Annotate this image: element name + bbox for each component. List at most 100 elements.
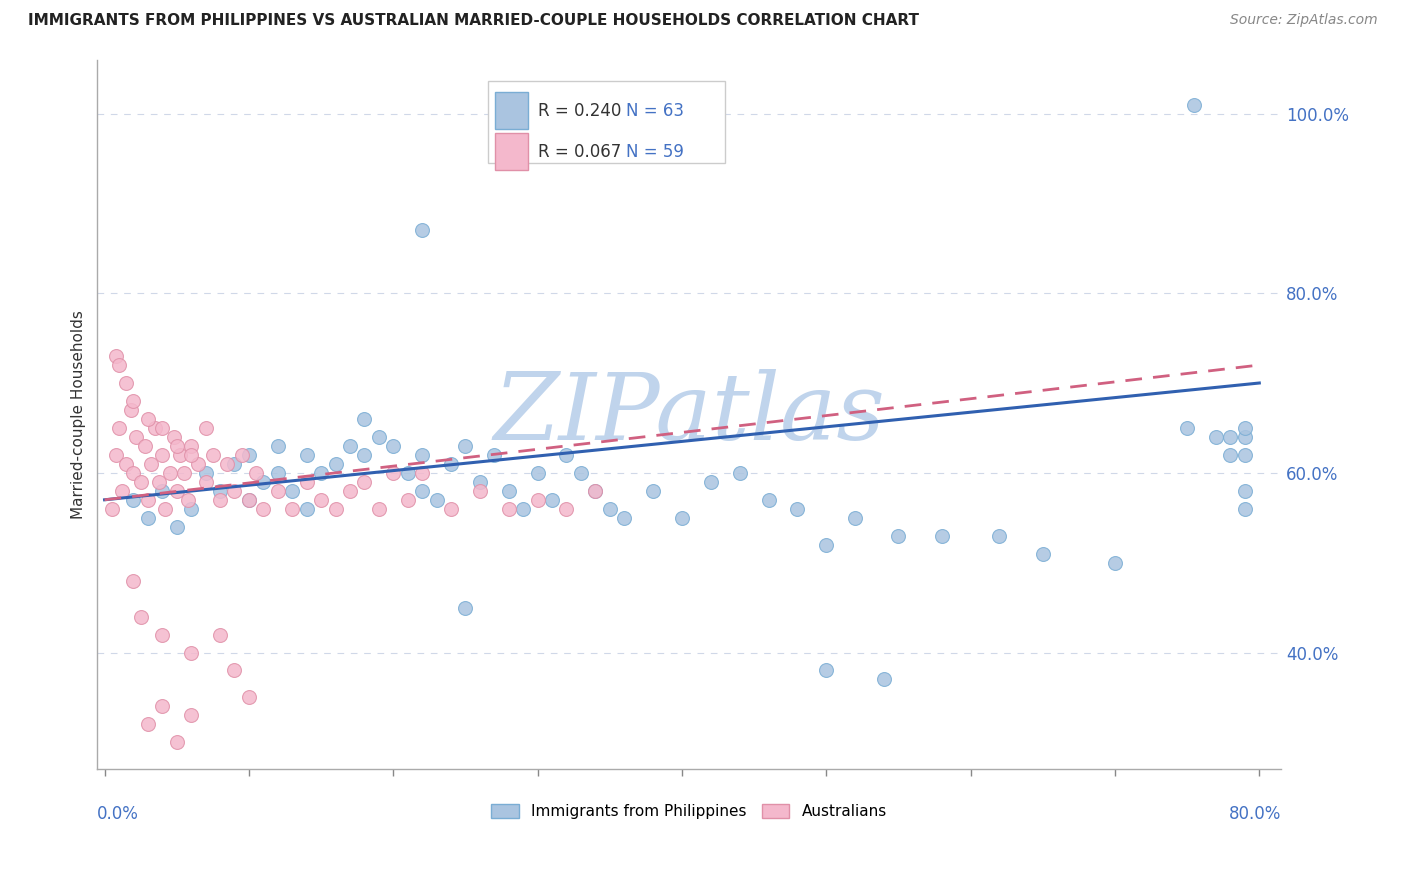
Point: [134, 439, 156, 453]
Point: [136, 510, 159, 524]
Point: [526, 466, 548, 480]
Point: [122, 466, 145, 480]
Point: [217, 457, 239, 471]
Point: [728, 466, 751, 480]
Text: IMMIGRANTS FROM PHILIPPINES VS AUSTRALIAN MARRIED-COUPLE HOUSEHOLDS CORRELATION : IMMIGRANTS FROM PHILIPPINES VS AUSTRALIA…: [28, 13, 920, 29]
Point: [143, 421, 166, 435]
Point: [931, 529, 953, 543]
Point: [105, 349, 128, 363]
Point: [159, 466, 181, 480]
Point: [129, 609, 152, 624]
Point: [411, 448, 433, 462]
Point: [1205, 430, 1227, 444]
Text: N = 59: N = 59: [627, 143, 685, 161]
Point: [411, 483, 433, 498]
Point: [194, 475, 217, 489]
Point: [887, 529, 910, 543]
Point: [396, 492, 419, 507]
Point: [1032, 547, 1054, 561]
Point: [425, 492, 447, 507]
Point: [309, 466, 332, 480]
Point: [325, 501, 347, 516]
FancyBboxPatch shape: [495, 134, 529, 170]
FancyBboxPatch shape: [495, 92, 529, 129]
Point: [120, 403, 142, 417]
Point: [267, 483, 290, 498]
Point: [844, 510, 866, 524]
Point: [484, 448, 506, 462]
Point: [339, 483, 361, 498]
Point: [267, 466, 290, 480]
Point: [353, 412, 375, 426]
Point: [873, 673, 896, 687]
Point: [224, 483, 246, 498]
Point: [150, 627, 173, 641]
Point: [1233, 421, 1256, 435]
Point: [180, 439, 202, 453]
Point: [454, 439, 477, 453]
Point: [150, 699, 173, 714]
Point: [136, 412, 159, 426]
FancyBboxPatch shape: [488, 81, 724, 162]
Point: [194, 421, 217, 435]
Text: R = 0.067: R = 0.067: [537, 143, 621, 161]
Point: [700, 475, 723, 489]
Point: [1219, 448, 1241, 462]
Point: [1219, 430, 1241, 444]
Point: [353, 448, 375, 462]
Point: [108, 421, 131, 435]
Point: [173, 466, 195, 480]
Point: [150, 421, 173, 435]
Point: [252, 475, 274, 489]
Point: [180, 501, 202, 516]
Point: [295, 501, 318, 516]
Point: [440, 457, 463, 471]
Point: [541, 492, 564, 507]
Point: [180, 646, 202, 660]
Point: [187, 457, 209, 471]
Point: [150, 448, 173, 462]
Point: [815, 664, 838, 678]
Point: [209, 627, 232, 641]
Point: [411, 466, 433, 480]
Point: [122, 394, 145, 409]
Point: [252, 501, 274, 516]
Point: [512, 501, 534, 516]
Point: [163, 430, 186, 444]
Point: [129, 475, 152, 489]
Point: [166, 520, 188, 534]
Point: [180, 708, 202, 723]
Point: [988, 529, 1011, 543]
Point: [108, 358, 131, 372]
Point: [201, 448, 224, 462]
Point: [671, 510, 693, 524]
Text: 0.0%: 0.0%: [97, 805, 139, 822]
Point: [815, 538, 838, 552]
Point: [1182, 97, 1205, 112]
Point: [122, 574, 145, 588]
Point: [224, 457, 246, 471]
Point: [125, 430, 148, 444]
Point: [555, 501, 578, 516]
Point: [101, 501, 124, 516]
Point: [166, 483, 188, 498]
Point: [267, 439, 290, 453]
Point: [281, 483, 304, 498]
Point: [339, 439, 361, 453]
Point: [526, 492, 548, 507]
Point: [641, 483, 664, 498]
Point: [454, 600, 477, 615]
Point: [555, 448, 578, 462]
Point: [498, 501, 520, 516]
Point: [325, 457, 347, 471]
Text: 80.0%: 80.0%: [1229, 805, 1281, 822]
Point: [583, 483, 606, 498]
Point: [295, 475, 318, 489]
Point: [440, 501, 463, 516]
Point: [136, 717, 159, 731]
Point: [150, 483, 173, 498]
Point: [367, 430, 389, 444]
Point: [224, 664, 246, 678]
Point: [498, 483, 520, 498]
Point: [238, 492, 260, 507]
